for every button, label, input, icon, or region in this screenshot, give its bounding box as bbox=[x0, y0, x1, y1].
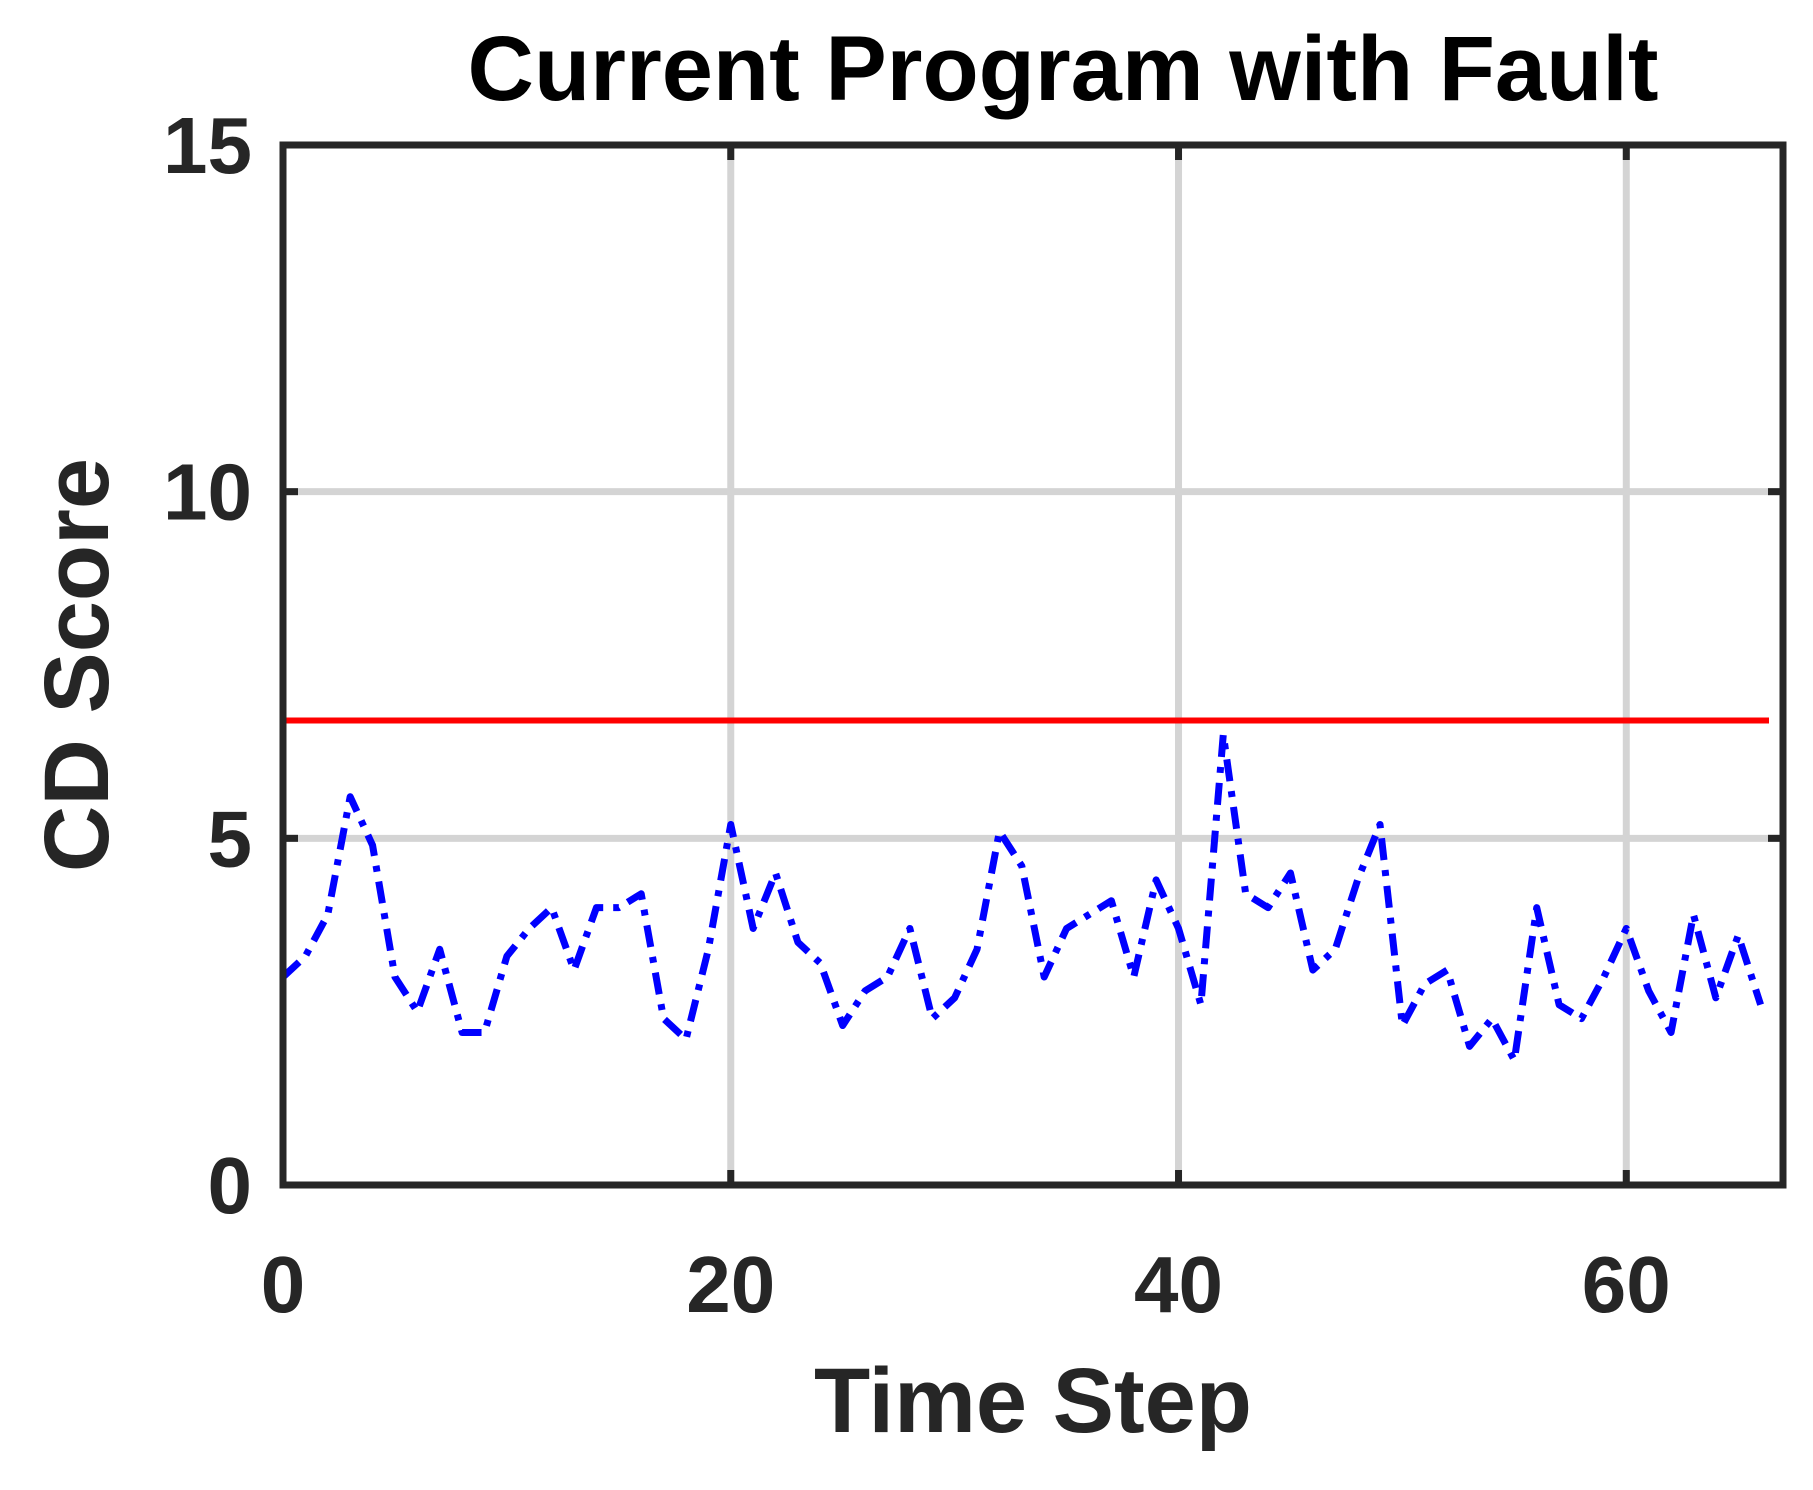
y-tick-label: 10 bbox=[163, 448, 252, 537]
plot-frame bbox=[279, 141, 1787, 1189]
y-axis-label: CD Score bbox=[26, 458, 128, 872]
y-tick-label: 5 bbox=[208, 794, 253, 883]
y-tick-label: 0 bbox=[208, 1141, 253, 1230]
y-tick-label: 15 bbox=[163, 101, 252, 190]
chart-title: Current Program with Fault bbox=[468, 18, 1659, 120]
x-tick-label: 0 bbox=[261, 1240, 306, 1329]
x-tick-label: 60 bbox=[1582, 1240, 1671, 1329]
x-axis-label: Time Step bbox=[814, 1350, 1252, 1452]
grid bbox=[283, 145, 1783, 1185]
x-tick-label: 40 bbox=[1134, 1240, 1223, 1329]
ticks bbox=[279, 141, 1783, 1189]
plot-background bbox=[283, 145, 1783, 1185]
x-tick-label: 20 bbox=[686, 1240, 775, 1329]
series-line-cd-score bbox=[280, 730, 1764, 1064]
tick-labels: 0 20 40 60 0 5 10 15 bbox=[163, 101, 1671, 1329]
